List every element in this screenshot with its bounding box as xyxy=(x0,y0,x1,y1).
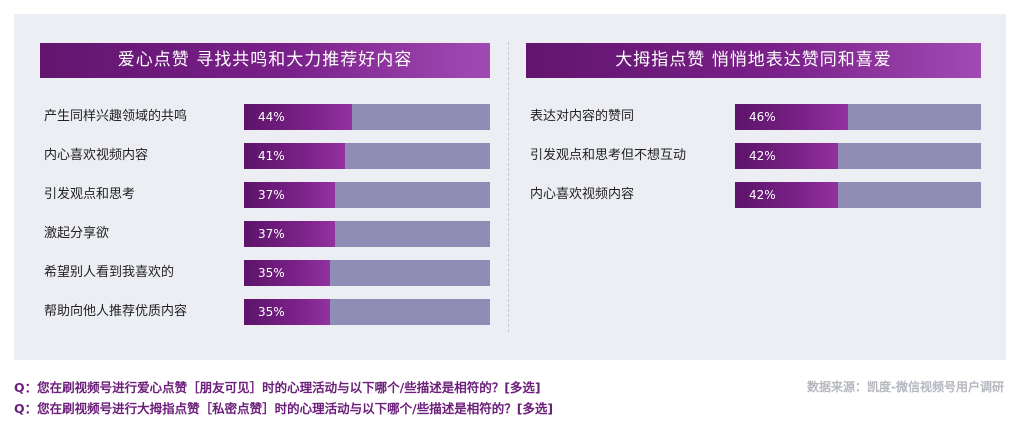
bar-value-label: 44% xyxy=(258,110,285,124)
bar xyxy=(244,299,331,325)
bar-value-label: 37% xyxy=(258,188,285,202)
bar-value-label: 42% xyxy=(749,188,776,202)
chart-title: 爱心点赞 寻找共鸣和大力推荐好内容 xyxy=(40,43,490,78)
bar-category-label: 引发观点和思考但不想互动 xyxy=(530,148,687,163)
bar-row: 引发观点和思考但不想互动 42% xyxy=(526,143,981,169)
bar-row: 表达对内容的赞同 46% xyxy=(526,104,981,130)
bar-category-label: 引发观点和思考 xyxy=(44,187,136,202)
chart-thumb-like: 大拇指点赞 悄悄地表达赞同和喜爱 表达对内容的赞同 46% 引发观点和思考但不想互动… xyxy=(526,43,981,221)
bar xyxy=(244,104,353,130)
bar-value-label: 46% xyxy=(749,110,776,124)
bar-category-label: 希望别人看到我喜欢的 xyxy=(44,265,175,280)
bar-track: 44% xyxy=(244,104,490,130)
bar-row: 激起分享欲 37% xyxy=(40,221,490,247)
bar-rows: 表达对内容的赞同 46% 引发观点和思考但不想互动 42% 内心喜欢视频内容 42% xyxy=(526,104,981,208)
bar-track: 37% xyxy=(244,182,490,208)
bar-value-label: 41% xyxy=(258,149,285,163)
chart-divider xyxy=(508,42,509,332)
bar-row: 希望别人看到我喜欢的 35% xyxy=(40,260,490,286)
data-source: 数据来源：凯度-微信视频号用户调研 xyxy=(807,380,1004,394)
bar-value-label: 37% xyxy=(258,227,285,241)
bar-row: 引发观点和思考 37% xyxy=(40,182,490,208)
bar-track: 42% xyxy=(735,182,981,208)
bar-track: 37% xyxy=(244,221,490,247)
bar-row: 帮助向他人推荐优质内容 35% xyxy=(40,299,490,325)
bar-track: 42% xyxy=(735,143,981,169)
bar xyxy=(244,260,331,286)
bar-row: 内心喜欢视频内容 42% xyxy=(526,182,981,208)
bar xyxy=(244,221,336,247)
bar-row: 产生同样兴趣领域的共鸣 44% xyxy=(40,104,490,130)
bar xyxy=(735,104,849,130)
bar-category-label: 激起分享欲 xyxy=(44,226,110,241)
bar-track: 46% xyxy=(735,104,981,130)
bar-value-label: 35% xyxy=(258,266,285,280)
survey-questions: Q：您在刷视频号进行爱心点赞［朋友可见］时的心理活动与以下哪个/些描述是相符的？… xyxy=(14,377,553,419)
bar xyxy=(244,182,336,208)
bar xyxy=(244,143,345,169)
bar-category-label: 表达对内容的赞同 xyxy=(530,109,635,124)
chart-heart-like: 爱心点赞 寻找共鸣和大力推荐好内容 产生同样兴趣领域的共鸣 44% 内心喜欢视频内容… xyxy=(40,43,490,338)
bar-track: 35% xyxy=(244,260,490,286)
bar-category-label: 帮助向他人推荐优质内容 xyxy=(44,304,188,319)
bar-row: 内心喜欢视频内容 41% xyxy=(40,143,490,169)
bar-category-label: 产生同样兴趣领域的共鸣 xyxy=(44,109,188,124)
bar-value-label: 35% xyxy=(258,305,285,319)
bar-track: 41% xyxy=(244,143,490,169)
chart-title: 大拇指点赞 悄悄地表达赞同和喜爱 xyxy=(526,43,981,78)
question-heart-like: Q：您在刷视频号进行爱心点赞［朋友可见］时的心理活动与以下哪个/些描述是相符的？… xyxy=(14,380,541,395)
bar-category-label: 内心喜欢视频内容 xyxy=(44,148,149,163)
bar-rows: 产生同样兴趣领域的共鸣 44% 内心喜欢视频内容 41% 引发观点和思考 37% 激起分享欲… xyxy=(40,104,490,325)
bar-track: 35% xyxy=(244,299,490,325)
bar-value-label: 42% xyxy=(749,149,776,163)
bar-category-label: 内心喜欢视频内容 xyxy=(530,187,635,202)
question-thumb-like: Q：您在刷视频号进行大拇指点赞［私密点赞］时的心理活动与以下哪个/些描述是相符的… xyxy=(14,401,554,416)
bar xyxy=(735,143,839,169)
bar xyxy=(735,182,839,208)
